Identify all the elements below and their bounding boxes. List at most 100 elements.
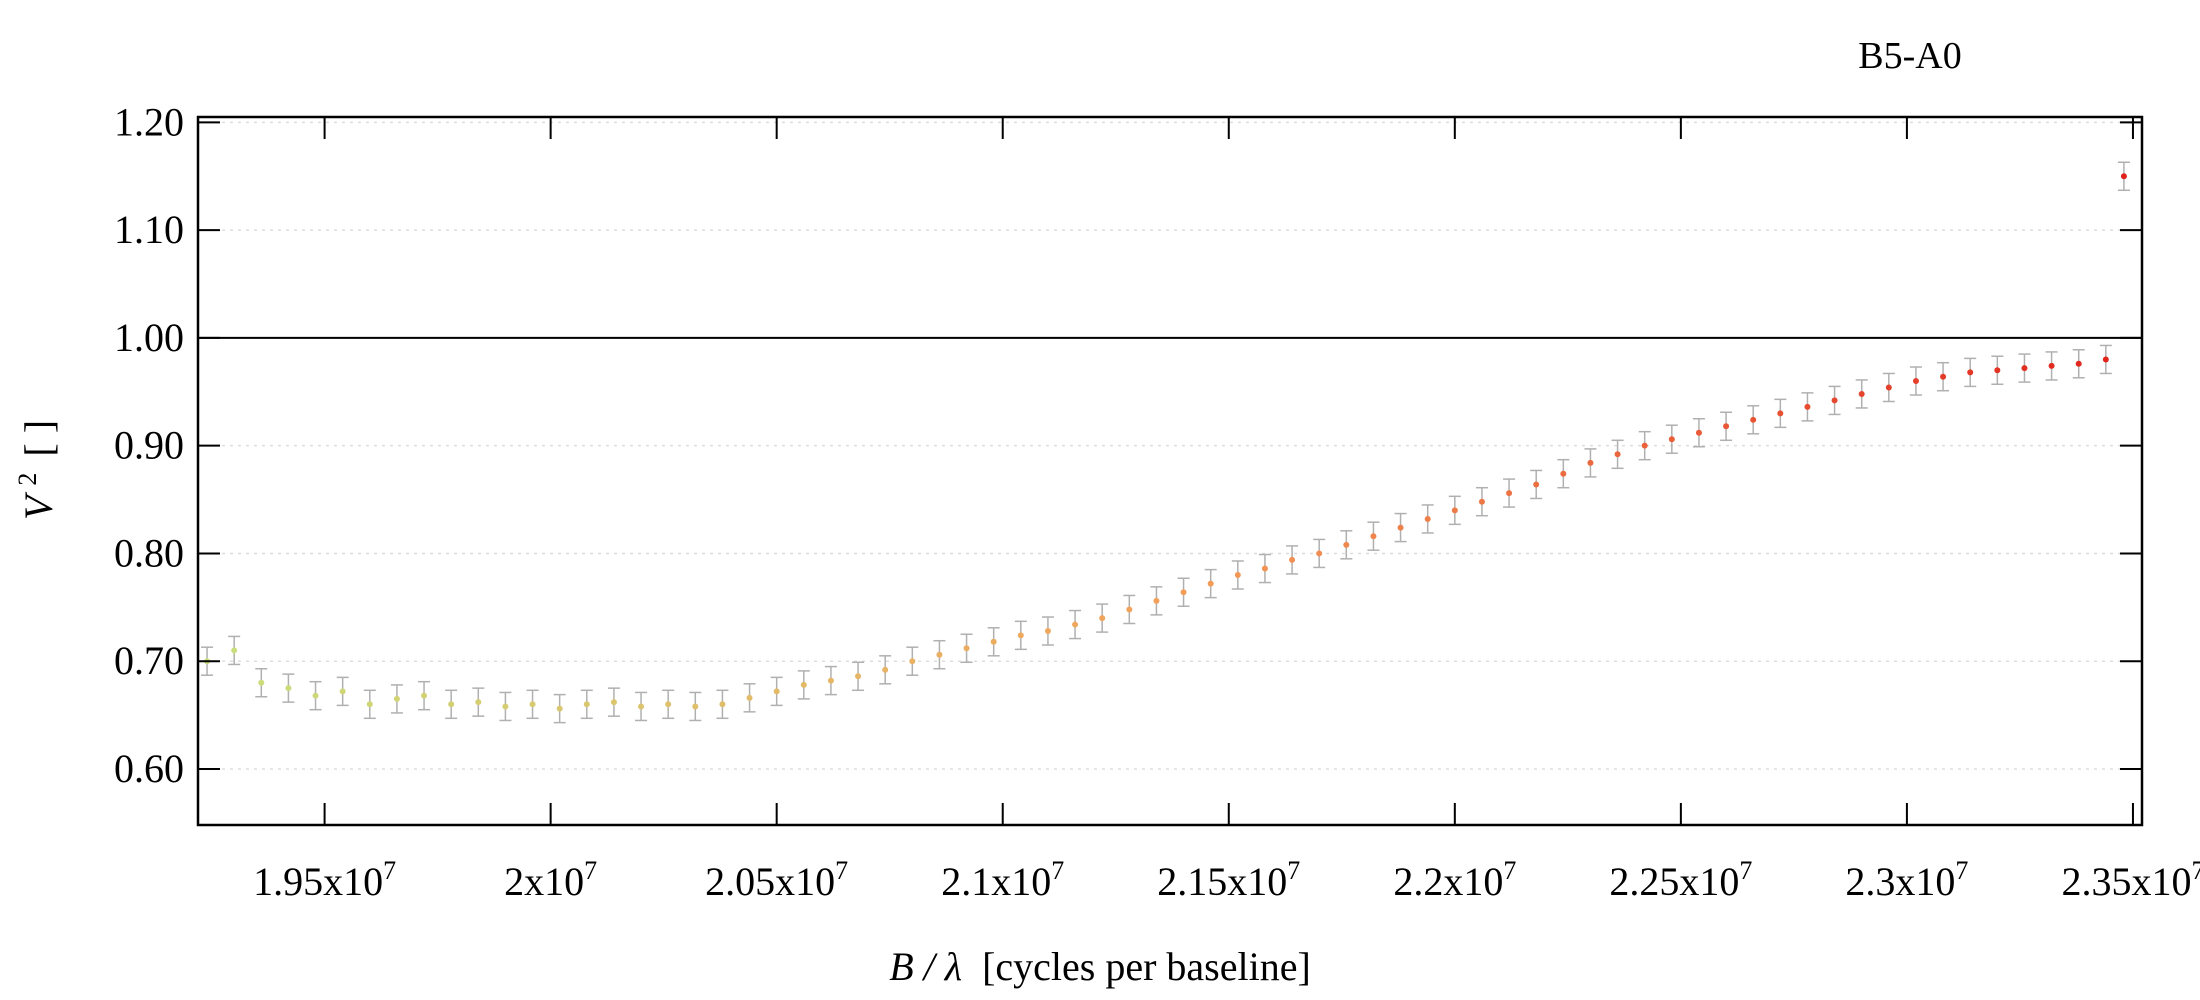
- x-tick-mantissa: 2.2x10: [1393, 859, 1503, 904]
- y-tick-label: 0.90: [114, 423, 184, 468]
- data-point: [1096, 603, 1109, 633]
- data-point: [1964, 357, 1977, 388]
- data-point: [1177, 577, 1190, 607]
- data-point: [282, 673, 295, 703]
- x-axis-ticks: 1.95x107 2x107 2.05x107 2.1x107 2.15x107 2.2x…: [253, 117, 2200, 904]
- y-tick-label: 1.00: [114, 315, 184, 360]
- y-tick-label: 0.60: [114, 746, 184, 791]
- data-point: [1557, 458, 1570, 489]
- x-tick-exponent: 7: [383, 856, 396, 885]
- point-marker: [936, 651, 943, 658]
- data-point: [526, 689, 539, 720]
- point-marker: [1261, 565, 1268, 572]
- point-marker: [2102, 356, 2109, 363]
- chart-title: B5-A0: [1858, 35, 1961, 77]
- point-marker: [1858, 390, 1865, 397]
- data-point: [1530, 469, 1543, 500]
- data-point: [1367, 521, 1380, 551]
- point-marker: [1750, 416, 1757, 423]
- point-marker: [2075, 360, 2082, 367]
- x-tick-mantissa: 2x10: [504, 859, 584, 904]
- data-point: [499, 691, 512, 722]
- x-tick-mantissa: 2.15x10: [1157, 859, 1287, 904]
- y-tick-label: 1.10: [114, 207, 184, 252]
- data-point: [662, 689, 675, 720]
- x-tick-label: 2.3x107: [1845, 856, 1968, 904]
- data-point: [1394, 512, 1407, 543]
- point-marker: [773, 688, 780, 695]
- point-marker: [855, 673, 862, 680]
- data-point: [635, 691, 648, 722]
- point-marker: [2021, 365, 2028, 372]
- x-tick-label: 2.35x107: [2061, 856, 2200, 904]
- data-point: [1692, 417, 1705, 448]
- data-point: [743, 683, 756, 713]
- point-marker: [1940, 373, 1947, 380]
- point-marker: [909, 658, 916, 665]
- point-marker: [665, 701, 672, 708]
- point-marker: [882, 666, 889, 673]
- point-marker: [2120, 173, 2127, 180]
- point-marker: [285, 685, 292, 692]
- point-marker: [1424, 515, 1431, 522]
- y-tick-label: 0.70: [114, 638, 184, 683]
- x-tick-label: 2.05x107: [705, 856, 848, 904]
- x-tick-exponent: 7: [1503, 856, 1516, 885]
- point-marker: [1885, 384, 1892, 391]
- point-marker: [1234, 571, 1241, 578]
- point-marker: [1587, 459, 1594, 466]
- data-point: [1503, 478, 1516, 508]
- x-axis-unit: [cycles per baseline]: [982, 944, 1311, 989]
- x-axis-variable: B / λ: [889, 944, 962, 989]
- point-marker: [1099, 615, 1106, 622]
- data-point: [1069, 609, 1082, 640]
- data-point: [1584, 448, 1597, 478]
- data-point: [228, 635, 241, 666]
- x-tick-mantissa: 1.95x10: [253, 859, 383, 904]
- data-point: [1475, 486, 1488, 517]
- point-marker: [1017, 632, 1024, 639]
- data-point: [2072, 349, 2085, 379]
- data-point: [2117, 161, 2130, 192]
- data-point: [472, 687, 485, 717]
- data-point: [987, 627, 1000, 657]
- point-marker: [1614, 451, 1621, 458]
- point-marker: [529, 701, 536, 708]
- x-tick-exponent: 7: [1051, 856, 1064, 885]
- point-marker: [312, 692, 319, 699]
- point-marker: [583, 701, 590, 708]
- point-marker: [475, 699, 482, 706]
- y-tick-label: 0.80: [114, 530, 184, 575]
- x-tick-label: 1.95x107: [253, 856, 396, 904]
- x-tick-label: 2.2x107: [1393, 856, 1516, 904]
- data-point: [689, 691, 702, 722]
- data-point: [363, 689, 376, 720]
- point-marker: [421, 692, 428, 699]
- point-marker: [339, 688, 346, 695]
- data-point: [1231, 560, 1244, 590]
- point-marker: [1506, 490, 1513, 497]
- data-point: [553, 693, 566, 724]
- data-point: [1313, 538, 1326, 569]
- data-point: [1828, 385, 1841, 416]
- data-point: [1747, 405, 1760, 435]
- x-tick-exponent: 7: [1955, 856, 1968, 885]
- point-marker: [1207, 580, 1214, 587]
- data-point: [1909, 366, 1922, 396]
- point-marker: [746, 694, 753, 701]
- point-marker: [1451, 507, 1458, 514]
- point-marker: [1289, 556, 1296, 563]
- plot-frame: [196, 115, 2144, 827]
- data-point: [1041, 616, 1054, 646]
- data-points: [201, 161, 2130, 724]
- point-marker: [1316, 550, 1323, 557]
- y-tick-label: 1.20: [114, 99, 184, 144]
- x-axis-label: B / λ [cycles per baseline]: [889, 944, 1311, 989]
- point-marker: [963, 645, 970, 652]
- point-marker: [827, 677, 834, 684]
- data-point: [2099, 344, 2112, 375]
- data-point: [770, 676, 783, 707]
- data-point: [1638, 430, 1651, 461]
- data-point: [2045, 351, 2058, 381]
